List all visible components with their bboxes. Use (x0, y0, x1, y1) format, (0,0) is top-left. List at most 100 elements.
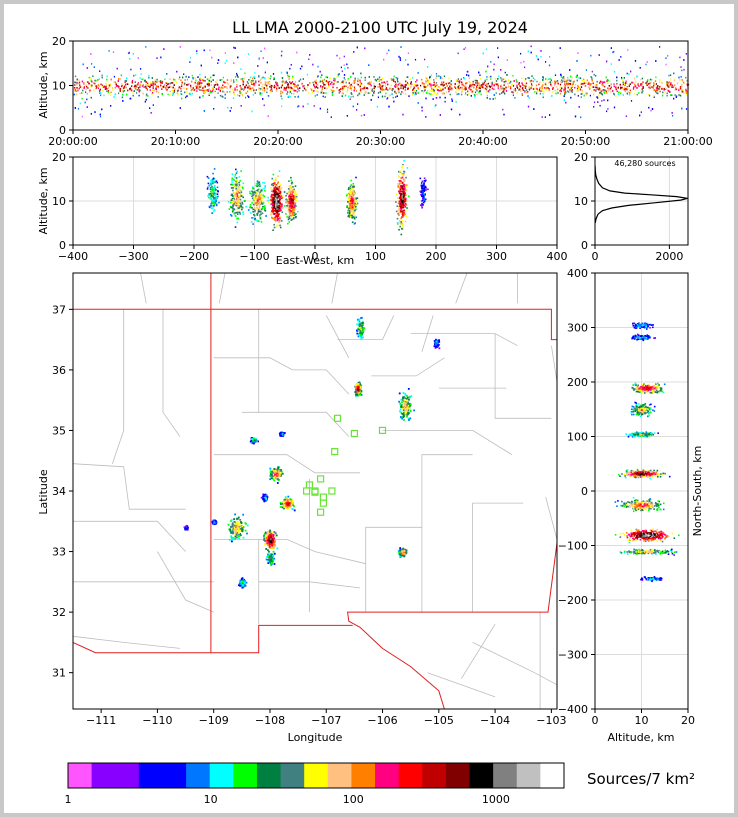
density-cell (180, 79, 182, 82)
density-cell (206, 188, 209, 190)
density-cell (382, 84, 384, 87)
density-cell (474, 94, 476, 96)
density-cell (575, 76, 577, 78)
density-cell (168, 83, 170, 85)
density-cell (240, 88, 242, 91)
density-cell (173, 89, 175, 92)
density-cell (354, 87, 356, 90)
density-cell (430, 74, 432, 77)
density-cell (256, 199, 259, 202)
density-cell (233, 212, 235, 215)
density-cell (235, 204, 238, 207)
density-cell (521, 82, 523, 84)
density-cell (495, 83, 497, 85)
density-cell (110, 91, 112, 94)
density-cell (668, 74, 670, 77)
density-cell (537, 90, 539, 92)
density-cell (659, 85, 661, 88)
density-cell (294, 81, 297, 83)
density-cell (207, 83, 209, 85)
density-cell (439, 89, 441, 91)
density-cell (264, 84, 266, 86)
density-cell (255, 81, 257, 84)
density-cell (179, 107, 181, 109)
density-cell (235, 192, 237, 195)
density-cell (223, 81, 225, 83)
density-cell (553, 84, 556, 87)
density-cell (216, 181, 219, 184)
density-cell (207, 90, 209, 92)
density-cell (160, 84, 162, 87)
density-cell (343, 80, 345, 83)
density-cell (341, 87, 343, 90)
density-cell (340, 82, 342, 85)
density-cell (346, 90, 348, 93)
density-cell (683, 81, 685, 84)
density-cell (254, 202, 257, 205)
density-cell (681, 83, 683, 86)
density-cell (678, 89, 680, 91)
density-cell (122, 93, 124, 96)
density-cell (439, 96, 441, 99)
density-cell (98, 85, 100, 88)
density-cell (607, 87, 609, 90)
density-cell (545, 61, 547, 63)
density-cell (253, 76, 255, 78)
density-cell (525, 78, 527, 80)
density-cell (116, 67, 118, 70)
density-cell (412, 88, 415, 90)
density-cell (273, 187, 275, 189)
density-cell (189, 56, 192, 59)
density-cell (145, 94, 147, 97)
density-cell (472, 80, 474, 83)
density-cell (257, 209, 260, 211)
density-cell (504, 71, 506, 74)
density-cell (199, 89, 201, 91)
density-cell (177, 93, 179, 95)
density-cell (167, 93, 169, 96)
density-cell (667, 85, 669, 88)
density-cell (271, 217, 274, 220)
density-cell (342, 87, 344, 90)
density-cell (248, 96, 250, 98)
density-cell (458, 81, 461, 84)
density-cell (448, 90, 450, 93)
density-cell (276, 83, 278, 86)
density-cell (309, 82, 311, 84)
density-cell (266, 84, 268, 87)
density-cell (211, 202, 214, 204)
density-cell (672, 86, 674, 88)
density-cell (524, 79, 526, 82)
density-cell (503, 90, 505, 93)
density-cell (373, 90, 375, 93)
density-cell (461, 81, 463, 84)
density-cell (239, 198, 242, 201)
density-cell (260, 50, 262, 52)
density-cell (275, 179, 277, 181)
density-cell (640, 90, 642, 92)
density-cell (657, 92, 659, 95)
density-cell (559, 92, 562, 95)
density-cell (349, 85, 351, 87)
density-cell (215, 199, 217, 201)
density-cell (238, 95, 241, 97)
density-cell (317, 87, 319, 89)
density-cell (540, 56, 542, 58)
density-cell (236, 191, 239, 194)
density-cell (686, 94, 688, 96)
density-cell (195, 79, 197, 82)
density-cell (214, 96, 216, 99)
density-cell (364, 76, 366, 79)
density-cell (433, 81, 435, 84)
density-cell (483, 87, 485, 89)
density-cell (412, 92, 414, 94)
density-cell (617, 86, 619, 89)
density-cell (542, 77, 544, 80)
density-cell (391, 93, 393, 95)
density-cell (580, 116, 582, 119)
density-cell (276, 193, 279, 196)
density-cell (381, 95, 384, 98)
density-cell (255, 197, 257, 200)
density-cell (239, 90, 241, 93)
density-cell (466, 82, 468, 84)
